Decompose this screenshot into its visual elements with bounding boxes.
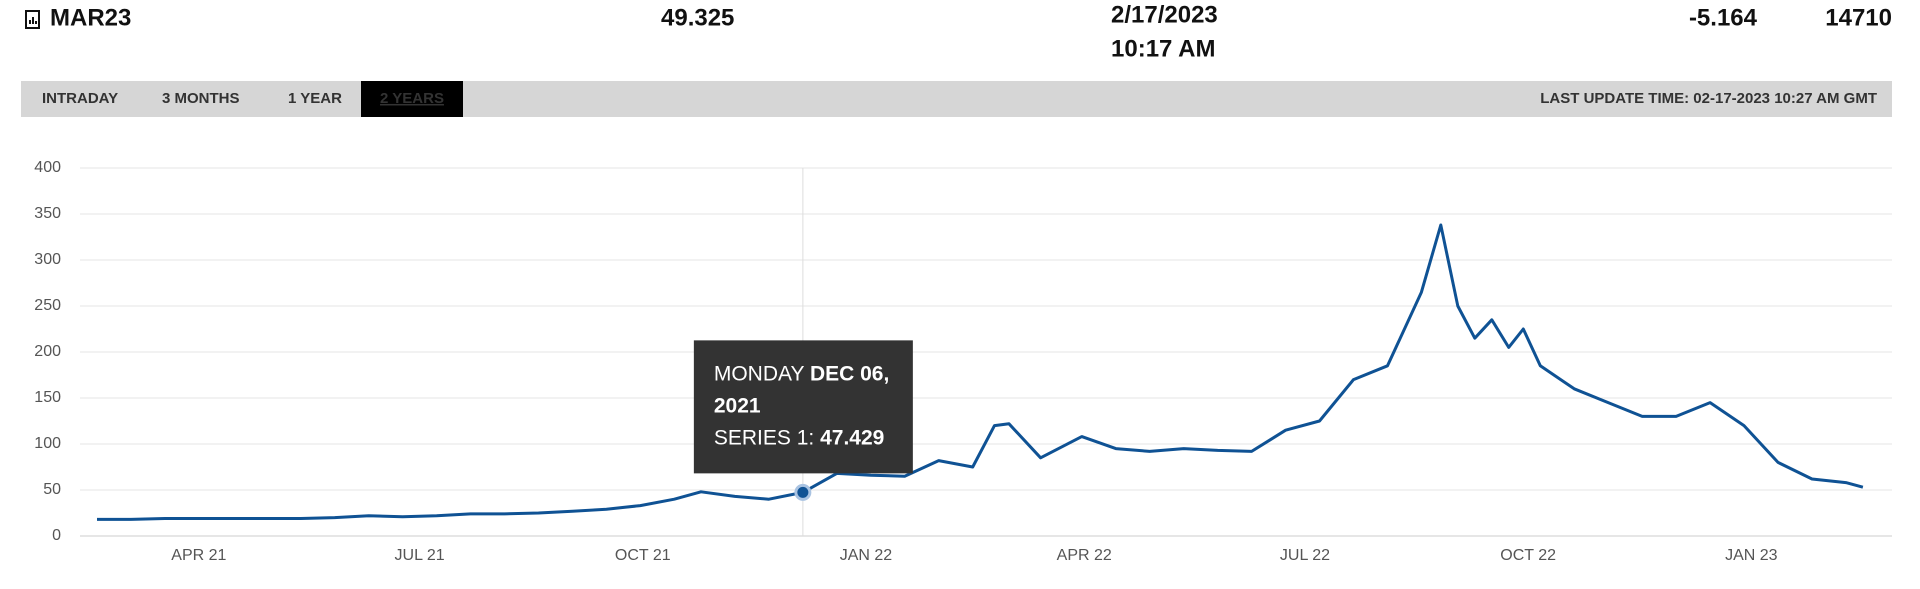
y-tick-label: 150 — [34, 389, 61, 406]
hover-point — [794, 483, 812, 501]
tab-bar — [21, 81, 1892, 117]
tab[interactable]: 3 MONTHS — [162, 90, 240, 107]
change: -5.164 — [1689, 4, 1758, 31]
tooltip-day: MONDAY — [714, 362, 805, 385]
tab[interactable]: 2 YEARS — [380, 90, 444, 107]
tooltip-date: DEC 06, — [810, 362, 889, 385]
y-tick-label: 200 — [34, 343, 61, 360]
x-tick-label: APR 22 — [1057, 547, 1112, 564]
x-tick-label: OCT 22 — [1500, 547, 1556, 564]
last-price: 49.325 — [661, 4, 734, 31]
tooltip-line: MONDAY DEC 06, — [714, 362, 889, 385]
y-tick-label: 100 — [34, 435, 61, 452]
tab[interactable]: INTRADAY — [42, 90, 118, 107]
y-tick-label: 300 — [34, 251, 61, 268]
x-tick-label: JAN 22 — [840, 547, 893, 564]
y-tick-label: 350 — [34, 205, 61, 222]
y-tick-label: 400 — [34, 159, 61, 176]
quote-date: 2/17/2023 — [1111, 1, 1218, 28]
tooltip-line: 2021 — [714, 394, 761, 417]
x-tick-label: JUL 22 — [1280, 547, 1330, 564]
tooltip-series: SERIES 1: — [714, 426, 814, 449]
last-update: LAST UPDATE TIME: 02-17-2023 10:27 AM GM… — [1540, 90, 1877, 107]
tooltip-date-year: 2021 — [714, 394, 761, 417]
y-tick-label: 50 — [43, 481, 61, 498]
x-tick-label: JUL 21 — [395, 547, 445, 564]
x-tick-label: OCT 21 — [615, 547, 671, 564]
quote-time: 10:17 AM — [1111, 35, 1215, 62]
y-tick-label: 250 — [34, 297, 61, 314]
x-tick-label: JAN 23 — [1725, 547, 1778, 564]
y-tick-label: 0 — [52, 527, 61, 544]
tab-active-bg — [361, 81, 463, 117]
series-line — [97, 223, 1864, 521]
header-icon — [25, 10, 40, 29]
volume: 14710 — [1825, 4, 1892, 31]
x-tick-label: APR 21 — [171, 547, 226, 564]
tab[interactable]: 1 YEAR — [288, 90, 342, 107]
tooltip-box — [693, 340, 913, 474]
tooltip-value: 47.429 — [820, 426, 884, 449]
symbol: MAR23 — [50, 4, 131, 31]
tooltip-line: SERIES 1: 47.429 — [714, 426, 884, 449]
